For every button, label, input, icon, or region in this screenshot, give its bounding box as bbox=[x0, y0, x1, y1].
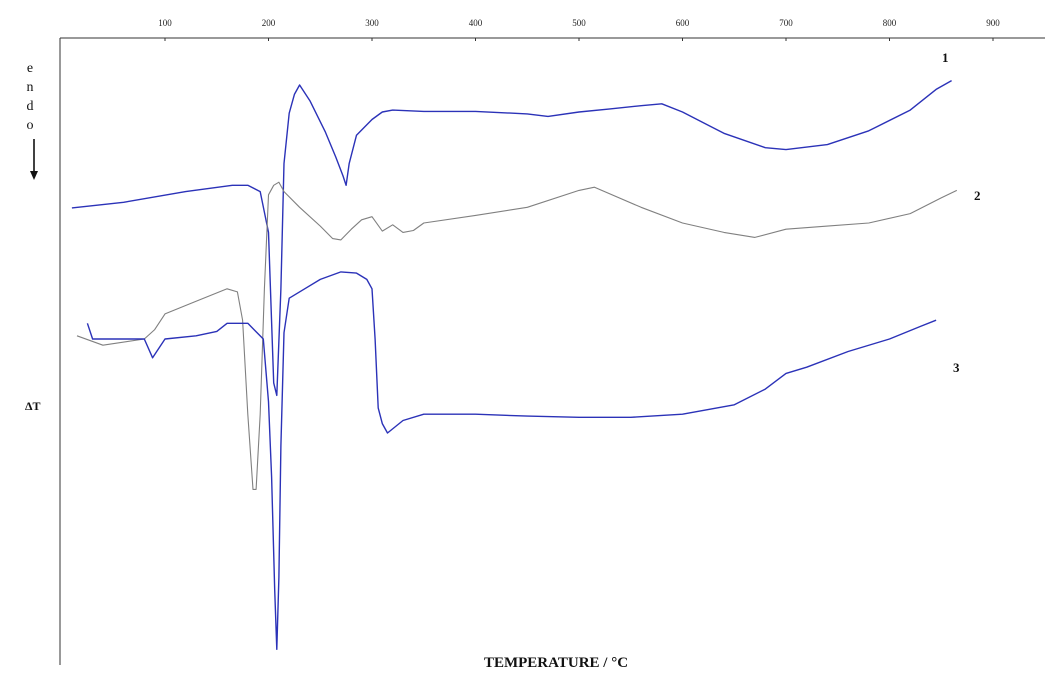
plot-frame bbox=[59, 37, 1045, 665]
x-tick-label-600: 600 bbox=[676, 18, 690, 28]
curve-labels: 1 2 3 bbox=[942, 50, 981, 375]
y-label-letter-n: n bbox=[27, 80, 34, 95]
axis-labels: e n d o ΔT TEMPERATURE / °C bbox=[25, 61, 628, 671]
x-tick-label-900: 900 bbox=[986, 18, 1000, 28]
y-label-letter-e: e bbox=[27, 61, 33, 76]
y-label-letter-d: d bbox=[27, 99, 34, 114]
curve-label-1: 1 bbox=[942, 50, 949, 65]
x-axis-ticks: 100 200 300 400 500 600 700 800 900 bbox=[158, 18, 1000, 41]
x-tick-label-100: 100 bbox=[158, 18, 172, 28]
x-tick-label-800: 800 bbox=[883, 18, 897, 28]
x-tick-label-500: 500 bbox=[572, 18, 586, 28]
x-axis-title: TEMPERATURE / °C bbox=[484, 655, 628, 671]
series-layer bbox=[71, 79, 958, 650]
curve-label-2: 2 bbox=[974, 188, 981, 203]
series-line-3 bbox=[86, 271, 937, 650]
x-tick-label-700: 700 bbox=[779, 18, 793, 28]
series-line-2 bbox=[76, 181, 958, 490]
x-tick-label-400: 400 bbox=[469, 18, 483, 28]
y-label-letter-o: o bbox=[27, 118, 34, 133]
series-line-1 bbox=[71, 79, 952, 397]
x-tick-label-300: 300 bbox=[365, 18, 379, 28]
curve-label-3: 3 bbox=[953, 360, 960, 375]
y-label-delta-t: ΔT bbox=[25, 399, 41, 413]
x-tick-label-200: 200 bbox=[262, 18, 276, 28]
endo-arrow-head bbox=[30, 171, 38, 180]
